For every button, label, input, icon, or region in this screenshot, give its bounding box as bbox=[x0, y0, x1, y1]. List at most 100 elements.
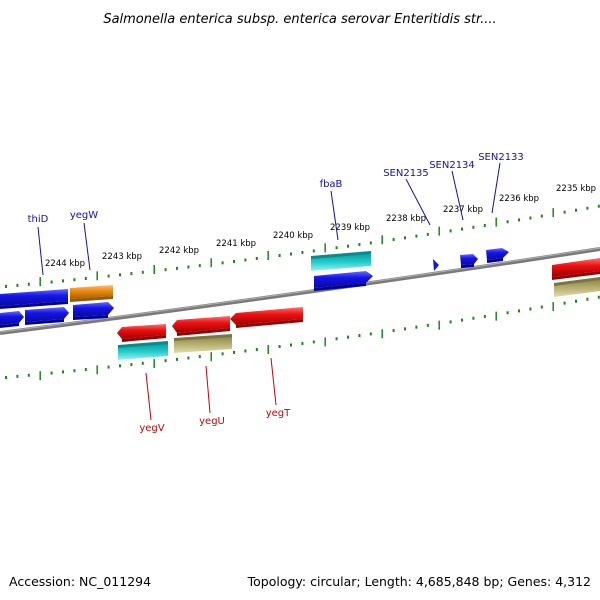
outer-minor-tick bbox=[347, 244, 349, 248]
scale-label-2240: 2240 kbp bbox=[273, 231, 313, 241]
reverse-gene-labels: yegV yegU yegT bbox=[139, 408, 291, 434]
gene-yegT[interactable] bbox=[230, 307, 303, 328]
outer-minor-tick bbox=[597, 204, 600, 208]
scale-labels: 2244 kbp 2243 kbp 2242 kbp 2241 kbp 2240… bbox=[45, 184, 596, 269]
gene-label-SEN2135[interactable]: SEN2135 bbox=[383, 168, 429, 179]
inner-minor-tick bbox=[415, 325, 418, 329]
outer-minor-tick bbox=[84, 277, 87, 281]
inner-minor-tick bbox=[529, 307, 532, 311]
scale-label-2242: 2242 kbp bbox=[159, 246, 199, 256]
inner-minor-tick bbox=[597, 295, 600, 299]
outer-minor-tick bbox=[50, 280, 53, 284]
gene-SEN2135[interactable] bbox=[433, 259, 439, 271]
outer-minor-tick bbox=[392, 238, 395, 242]
gene-SEN2133[interactable] bbox=[486, 248, 509, 263]
topology-text: Topology: circular; Length: 4,685,848 bp… bbox=[247, 574, 591, 589]
outer-minor-tick bbox=[518, 218, 520, 222]
inner-minor-tick bbox=[347, 335, 349, 339]
outer-minor-tick bbox=[221, 261, 224, 265]
outer-minor-tick bbox=[244, 258, 247, 262]
gene-yegU[interactable] bbox=[172, 316, 230, 336]
outer-minor-tick bbox=[540, 214, 543, 218]
gene-blue-left-c[interactable] bbox=[73, 302, 114, 320]
gene-yegU-companion[interactable] bbox=[174, 334, 232, 353]
outer-minor-tick bbox=[426, 232, 429, 236]
leader-yegT bbox=[270, 357, 277, 406]
gene-label-yegT[interactable]: yegT bbox=[266, 408, 291, 419]
inner-minor-tick bbox=[50, 371, 53, 375]
accession-text: Accession: NC_011294 bbox=[9, 574, 151, 589]
gene-label-SEN2134[interactable]: SEN2134 bbox=[429, 160, 475, 171]
outer-minor-tick bbox=[358, 243, 361, 247]
inner-minor-tick bbox=[404, 327, 406, 331]
inner-minor-tick bbox=[130, 363, 133, 367]
outer-tick-ring bbox=[5, 204, 600, 288]
outer-minor-tick bbox=[255, 257, 258, 261]
genome-backbone bbox=[0, 247, 600, 335]
gene-yegW[interactable] bbox=[70, 285, 113, 302]
scale-label-2239: 2239 kbp bbox=[330, 223, 370, 233]
scale-label-2236: 2236 kbp bbox=[499, 194, 539, 204]
gene-label-yegV[interactable]: yegV bbox=[139, 423, 164, 434]
genome-backbone-highlight bbox=[0, 247, 600, 333]
gene-khaki-right[interactable] bbox=[554, 277, 600, 297]
inner-minor-tick bbox=[164, 359, 167, 363]
gene-thiD[interactable] bbox=[0, 289, 68, 309]
inner-minor-tick bbox=[141, 361, 144, 365]
inner-minor-tick bbox=[540, 305, 543, 309]
inner-minor-tick bbox=[290, 343, 292, 347]
leader-fbaB bbox=[330, 190, 339, 241]
gene-label-SEN2133[interactable]: SEN2133 bbox=[478, 152, 524, 163]
inner-minor-tick bbox=[27, 373, 30, 377]
gene-SEN2134[interactable] bbox=[460, 254, 478, 268]
outer-minor-tick bbox=[563, 210, 566, 214]
outer-minor-tick bbox=[16, 283, 19, 287]
forward-gene-labels: thiD yegW fbaB SEN2135 SEN2134 SEN2133 bbox=[28, 152, 524, 225]
leader-SEN2134 bbox=[451, 170, 464, 221]
inner-minor-tick bbox=[176, 357, 178, 361]
outer-minor-tick bbox=[369, 241, 372, 245]
scale-label-2241: 2241 kbp bbox=[216, 239, 256, 249]
outer-minor-tick bbox=[187, 265, 190, 269]
gene-fbaB-companion[interactable] bbox=[311, 251, 371, 271]
outer-minor-tick bbox=[164, 268, 167, 272]
inner-minor-tick bbox=[461, 318, 463, 322]
inner-minor-tick bbox=[16, 374, 19, 378]
outer-minor-tick bbox=[586, 206, 589, 210]
outer-minor-tick bbox=[130, 272, 133, 276]
outer-minor-tick bbox=[119, 273, 121, 277]
inner-minor-tick bbox=[119, 364, 121, 368]
outer-minor-tick bbox=[141, 270, 144, 274]
gene-blue-left-b[interactable] bbox=[25, 307, 69, 325]
gene-label-fbaB[interactable]: fbaB bbox=[320, 179, 343, 190]
inner-minor-tick bbox=[518, 309, 520, 313]
gene-fbaB[interactable] bbox=[314, 271, 373, 291]
outer-minor-tick bbox=[5, 284, 7, 288]
gene-label-thiD[interactable]: thiD bbox=[28, 214, 49, 225]
inner-minor-tick bbox=[563, 301, 566, 305]
outer-minor-tick bbox=[404, 236, 406, 240]
outer-minor-tick bbox=[176, 266, 178, 270]
gene-label-yegW[interactable]: yegW bbox=[70, 210, 98, 221]
chart-title: Salmonella enterica subsp. enterica sero… bbox=[103, 12, 496, 27]
scale-label-2237: 2237 kbp bbox=[443, 205, 483, 215]
inner-minor-tick bbox=[198, 355, 201, 359]
inner-minor-tick bbox=[187, 356, 190, 360]
gene-red-right-outer[interactable] bbox=[552, 258, 600, 280]
outer-minor-tick bbox=[575, 208, 577, 212]
inner-minor-tick bbox=[84, 368, 87, 372]
outer-minor-tick bbox=[198, 264, 201, 268]
inner-minor-tick bbox=[312, 340, 315, 344]
inner-minor-tick bbox=[506, 311, 509, 315]
inner-minor-tick bbox=[244, 349, 247, 353]
outer-minor-tick bbox=[472, 225, 475, 229]
gene-yegV-companion[interactable] bbox=[118, 341, 168, 360]
inner-minor-tick bbox=[426, 323, 429, 327]
scale-label-2243: 2243 kbp bbox=[102, 252, 142, 262]
gene-yegV[interactable] bbox=[117, 324, 166, 342]
gene-label-yegU[interactable]: yegU bbox=[199, 416, 225, 427]
inner-minor-tick bbox=[335, 337, 338, 341]
gene-blue-left-a[interactable] bbox=[0, 311, 24, 328]
outer-minor-tick bbox=[233, 259, 235, 263]
